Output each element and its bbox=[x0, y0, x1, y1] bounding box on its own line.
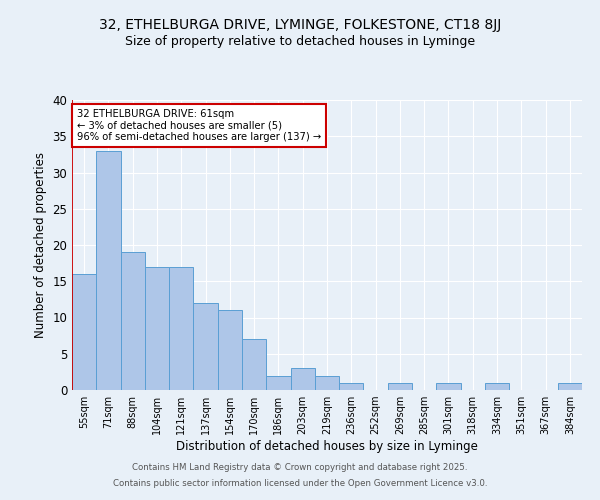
Bar bbox=[72, 274, 96, 390]
Text: Size of property relative to detached houses in Lyminge: Size of property relative to detached ho… bbox=[125, 35, 475, 48]
Text: Contains HM Land Registry data © Crown copyright and database right 2025.: Contains HM Land Registry data © Crown c… bbox=[132, 464, 468, 472]
Bar bbox=[218, 310, 242, 390]
Bar bbox=[315, 376, 339, 390]
Bar bbox=[436, 383, 461, 390]
Y-axis label: Number of detached properties: Number of detached properties bbox=[34, 152, 47, 338]
Bar bbox=[145, 267, 169, 390]
X-axis label: Distribution of detached houses by size in Lyminge: Distribution of detached houses by size … bbox=[176, 440, 478, 453]
Bar bbox=[339, 383, 364, 390]
Text: Contains public sector information licensed under the Open Government Licence v3: Contains public sector information licen… bbox=[113, 478, 487, 488]
Bar bbox=[193, 303, 218, 390]
Bar bbox=[485, 383, 509, 390]
Bar bbox=[558, 383, 582, 390]
Text: 32, ETHELBURGA DRIVE, LYMINGE, FOLKESTONE, CT18 8JJ: 32, ETHELBURGA DRIVE, LYMINGE, FOLKESTON… bbox=[99, 18, 501, 32]
Bar bbox=[242, 339, 266, 390]
Bar bbox=[96, 151, 121, 390]
Bar bbox=[388, 383, 412, 390]
Bar bbox=[121, 252, 145, 390]
Bar bbox=[169, 267, 193, 390]
Bar bbox=[266, 376, 290, 390]
Bar bbox=[290, 368, 315, 390]
Text: 32 ETHELBURGA DRIVE: 61sqm
← 3% of detached houses are smaller (5)
96% of semi-d: 32 ETHELBURGA DRIVE: 61sqm ← 3% of detac… bbox=[77, 108, 322, 142]
